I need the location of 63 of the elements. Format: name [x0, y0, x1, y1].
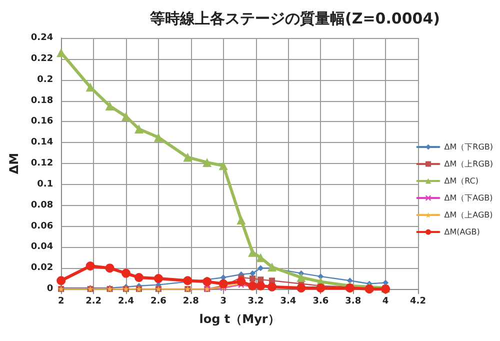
legend-label: ΔM(AGB) [444, 228, 480, 236]
x-tick-label: 2.4 [118, 296, 134, 306]
y-tick-label: 0.16 [30, 116, 54, 127]
y-axis-title: ΔM [7, 152, 21, 174]
y-tick-label: 0.06 [30, 221, 54, 232]
x-tick-label: 3.8 [345, 296, 362, 306]
x-tick-label: 4 [382, 296, 389, 306]
point [105, 101, 114, 110]
y-tick-label: 0.1 [37, 179, 54, 190]
legend-label: ΔM（RC) [444, 176, 479, 186]
chart-title: 等時線上各ステージの質量幅(Z=0.0004) [148, 10, 440, 28]
point [316, 283, 326, 292]
y-tick-label: 0.12 [30, 158, 54, 168]
y-tick-label: 0.2 [37, 74, 54, 85]
point [202, 158, 212, 167]
y-tick-label: 0.22 [30, 54, 54, 64]
point [258, 265, 264, 272]
point [268, 262, 276, 272]
point [250, 270, 256, 276]
point [56, 276, 66, 286]
legend-label: ΔM（下AGB) [444, 194, 493, 202]
x-tick-label: 3.4 [280, 296, 296, 306]
x-tick-label: 3 [220, 296, 226, 306]
point [364, 284, 374, 294]
x-tick-label: 2 [58, 296, 64, 306]
point [318, 273, 324, 280]
x-tick-label: 2.8 [182, 296, 199, 306]
x-tick-label: 2.2 [86, 296, 102, 306]
point [86, 261, 95, 270]
y-tick-label: 0 [46, 284, 54, 294]
point [268, 282, 276, 292]
y-tick-label: 0.18 [30, 96, 54, 106]
point [236, 277, 246, 286]
legend-label: ΔM（上RGB) [444, 160, 494, 168]
x-tick-label: 3.6 [312, 296, 329, 306]
legend-label: ΔM（上AGB) [444, 210, 493, 220]
point [154, 274, 163, 284]
point [218, 279, 228, 288]
point [183, 276, 192, 286]
point [296, 283, 306, 292]
point [154, 132, 163, 142]
y-tick-label: 0.14 [30, 138, 54, 148]
point [105, 264, 114, 273]
point [248, 248, 258, 257]
point [296, 272, 306, 282]
point [134, 273, 144, 282]
x-tick-label: 3.2 [248, 296, 264, 306]
point [250, 276, 256, 282]
point [202, 277, 212, 286]
y-tick-label: 0.24 [30, 33, 54, 43]
point [218, 161, 228, 170]
point [122, 268, 130, 278]
legend-label: ΔM（下RGB) [444, 142, 494, 152]
y-tick-label: 0.02 [30, 263, 54, 274]
x-axis-title: log t（Myr） [199, 312, 280, 326]
y-tick-label: 0.04 [30, 242, 54, 252]
point [256, 281, 266, 290]
y-tick-label: 0.08 [30, 200, 54, 210]
point [134, 124, 144, 134]
point [236, 215, 246, 224]
x-tick-label: 2.6 [150, 296, 166, 306]
point [183, 152, 192, 162]
x-tick-label: 4.2 [410, 296, 426, 306]
